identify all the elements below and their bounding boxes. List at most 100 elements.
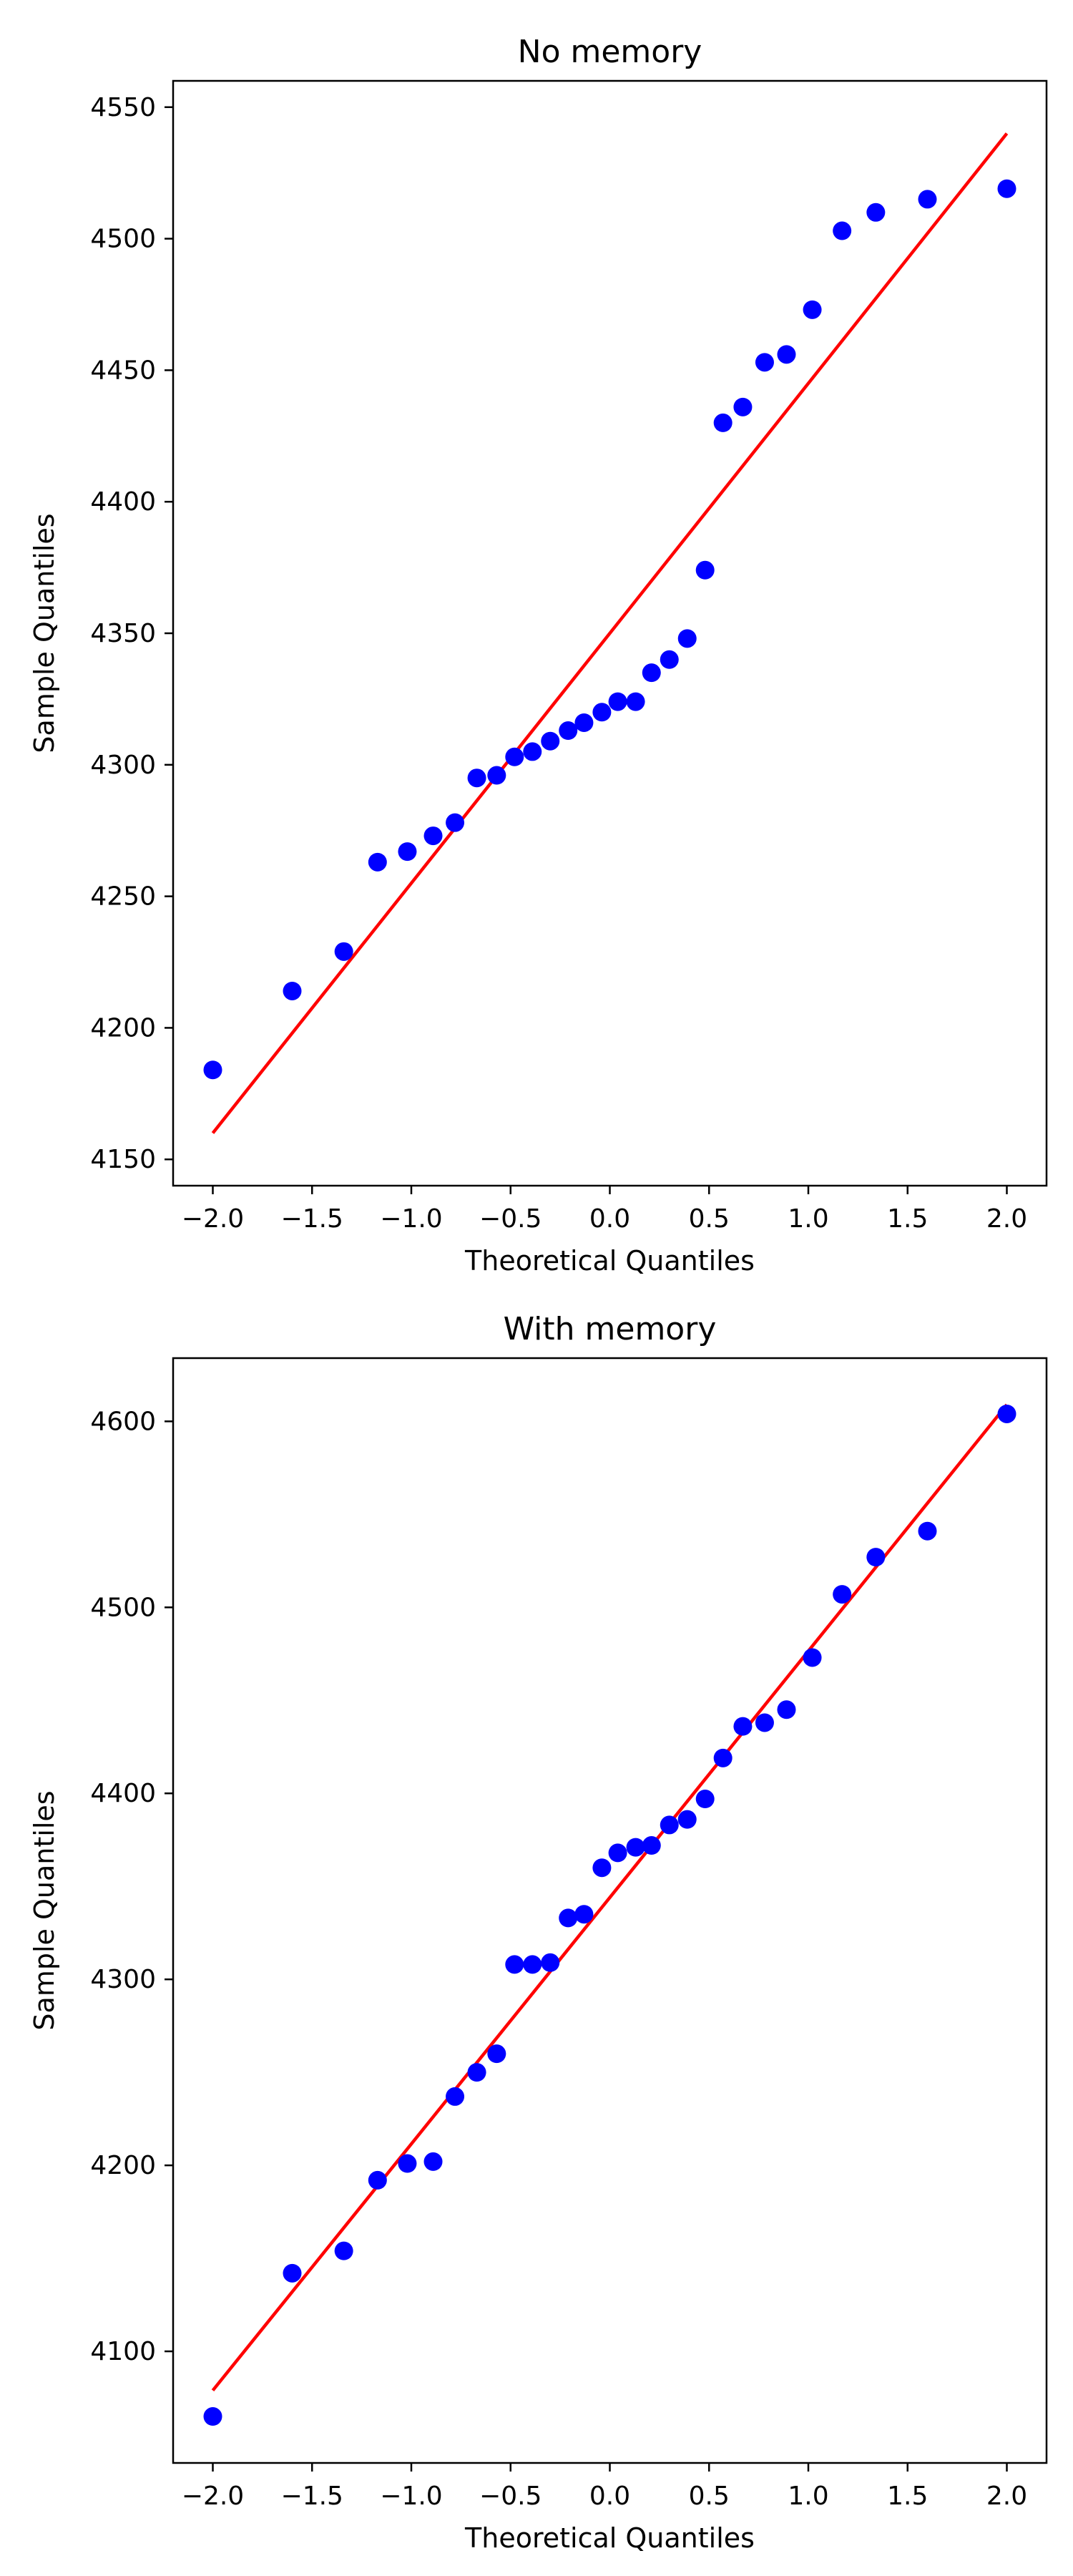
data-point-no-memory-5 <box>398 842 417 862</box>
chart-title-no-memory: No memory <box>518 34 702 70</box>
data-point-with-memory-23 <box>733 1717 753 1736</box>
marks-no-memory <box>203 132 1016 1134</box>
y-tick-label-no-memory-3: 4250 <box>90 882 156 912</box>
data-point-no-memory-10 <box>505 747 524 766</box>
data-point-with-memory-17 <box>626 1838 645 1857</box>
data-point-with-memory-19 <box>660 1815 679 1835</box>
data-point-with-memory-9 <box>487 2044 506 2064</box>
data-point-no-memory-13 <box>559 721 578 741</box>
data-point-with-memory-28 <box>866 1548 886 1567</box>
x-tick-label-no-memory-1: −2.0 <box>182 1204 244 1234</box>
y-tick-label-with-memory-1: 4100 <box>90 2337 156 2366</box>
data-point-no-memory-16 <box>608 692 627 711</box>
x-tick-label-with-memory-9: 2.0 <box>986 2482 1027 2511</box>
data-point-with-memory-2 <box>283 2263 302 2283</box>
y-tick-label-no-memory-6: 4400 <box>90 487 156 517</box>
y-tick-label-with-memory-2: 4200 <box>90 2151 156 2180</box>
data-point-no-memory-19 <box>660 650 679 669</box>
x-axis-label-with-memory: Theoretical Quantiles <box>464 2522 755 2554</box>
data-point-with-memory-5 <box>398 2154 417 2173</box>
data-point-with-memory-22 <box>713 1748 733 1767</box>
data-point-with-memory-18 <box>642 1836 661 1855</box>
data-point-with-memory-26 <box>803 1648 822 1667</box>
data-point-no-memory-1 <box>203 1060 222 1080</box>
data-point-with-memory-15 <box>592 1858 612 1878</box>
y-tick-label-no-memory-5: 4350 <box>90 619 156 648</box>
data-point-with-memory-24 <box>755 1713 774 1732</box>
data-point-with-memory-30 <box>997 1404 1016 1423</box>
reference-line-with-memory <box>211 1403 1009 2392</box>
data-point-with-memory-6 <box>423 2152 443 2171</box>
data-point-with-memory-7 <box>446 2087 465 2106</box>
x-tick-label-no-memory-4: −0.5 <box>479 1204 542 1234</box>
data-point-no-memory-24 <box>755 353 774 372</box>
y-tick-label-no-memory-9: 4550 <box>90 93 156 122</box>
data-point-no-memory-8 <box>467 769 486 788</box>
data-point-with-memory-20 <box>677 1810 697 1829</box>
data-point-no-memory-14 <box>574 713 594 732</box>
data-point-no-memory-26 <box>803 300 822 319</box>
data-point-with-memory-21 <box>695 1790 715 1809</box>
data-point-no-memory-2 <box>283 981 302 1000</box>
y-tick-label-with-memory-4: 4400 <box>90 1779 156 1808</box>
data-point-no-memory-9 <box>487 766 506 785</box>
data-point-with-memory-16 <box>608 1843 627 1863</box>
data-point-with-memory-29 <box>918 1521 937 1541</box>
y-tick-label-with-memory-6: 4600 <box>90 1407 156 1436</box>
data-point-with-memory-8 <box>467 2063 486 2082</box>
data-point-no-memory-20 <box>677 629 697 648</box>
x-tick-label-with-memory-5: 0.0 <box>589 2482 630 2511</box>
data-point-with-memory-12 <box>541 1953 560 1972</box>
panel-with-memory: −2.0 −1.5 −1.0 −0.5 0.0 0.5 1.0 1.5 2.0 4100 4200 4… <box>29 1311 1048 2554</box>
data-point-no-memory-21 <box>695 560 715 580</box>
x-tick-label-no-memory-5: 0.0 <box>589 1204 630 1234</box>
data-point-no-memory-17 <box>626 692 645 711</box>
data-point-no-memory-25 <box>777 345 796 364</box>
marks-with-memory <box>203 1403 1016 2426</box>
y-tick-label-no-memory-8: 4500 <box>90 225 156 254</box>
data-point-with-memory-11 <box>523 1955 542 1974</box>
x-tick-label-no-memory-8: 1.5 <box>887 1204 928 1234</box>
x-axis-label-no-memory: Theoretical Quantiles <box>464 1245 755 1277</box>
plot-frame-no-memory <box>172 79 1048 1187</box>
data-point-no-memory-30 <box>997 179 1016 198</box>
y-axis-label-no-memory: Sample Quantiles <box>29 513 60 753</box>
x-tick-label-with-memory-4: −0.5 <box>479 2482 542 2511</box>
data-point-no-memory-23 <box>733 397 753 416</box>
ticks-no-memory: −2.0 −1.5 −1.0 −0.5 0.0 0.5 1.0 1.5 2.0 4150 4200 4… <box>90 93 1027 1234</box>
data-point-no-memory-27 <box>833 221 852 240</box>
data-point-with-memory-14 <box>574 1905 594 1924</box>
data-point-with-memory-1 <box>203 2407 222 2426</box>
panel-no-memory: −2.0 −1.5 −1.0 −0.5 0.0 0.5 1.0 1.5 2.0 4150 4200 4… <box>29 34 1048 1277</box>
x-tick-label-no-memory-7: 1.0 <box>788 1204 828 1234</box>
data-point-no-memory-29 <box>918 190 937 209</box>
chart-title-with-memory: With memory <box>504 1311 717 1347</box>
y-tick-label-with-memory-5: 4500 <box>90 1593 156 1622</box>
data-point-no-memory-6 <box>423 826 443 846</box>
data-point-no-memory-18 <box>642 663 661 683</box>
reference-line-no-memory <box>211 132 1009 1134</box>
x-tick-label-no-memory-3: −1.0 <box>380 1204 442 1234</box>
data-point-no-memory-11 <box>523 742 542 761</box>
data-point-no-memory-12 <box>541 731 560 751</box>
x-tick-label-with-memory-1: −2.0 <box>182 2482 244 2511</box>
data-point-with-memory-3 <box>334 2241 353 2260</box>
x-tick-label-no-memory-9: 2.0 <box>986 1204 1027 1234</box>
x-tick-label-with-memory-7: 1.0 <box>788 2482 828 2511</box>
data-point-no-memory-15 <box>592 703 612 722</box>
x-tick-label-with-memory-2: −1.5 <box>281 2482 343 2511</box>
y-axis-label-with-memory: Sample Quantiles <box>29 1790 60 2030</box>
data-point-no-memory-22 <box>713 413 733 432</box>
x-tick-label-no-memory-6: 0.5 <box>689 1204 730 1234</box>
x-tick-label-with-memory-8: 1.5 <box>887 2482 928 2511</box>
data-point-with-memory-4 <box>368 2170 387 2190</box>
data-point-no-memory-4 <box>368 852 387 872</box>
ticks-with-memory: −2.0 −1.5 −1.0 −0.5 0.0 0.5 1.0 1.5 2.0 4100 4200 4… <box>90 1407 1027 2511</box>
data-point-no-memory-7 <box>446 813 465 832</box>
data-point-with-memory-27 <box>833 1585 852 1604</box>
data-point-with-memory-10 <box>505 1955 524 1974</box>
y-tick-label-no-memory-2: 4200 <box>90 1013 156 1043</box>
y-tick-label-no-memory-7: 4450 <box>90 356 156 385</box>
y-tick-label-with-memory-3: 4300 <box>90 1965 156 1994</box>
x-tick-label-with-memory-3: −1.0 <box>380 2482 442 2511</box>
